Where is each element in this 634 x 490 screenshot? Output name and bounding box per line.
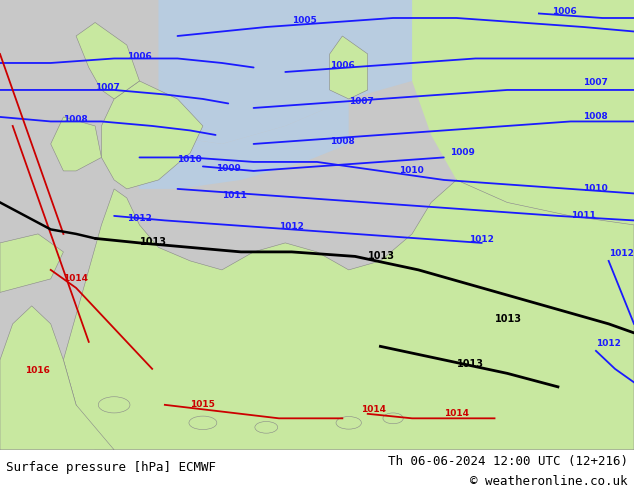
Text: 1010: 1010 [399, 166, 424, 175]
Text: 1011: 1011 [222, 191, 247, 200]
Text: 1008: 1008 [330, 137, 354, 146]
Text: 1014: 1014 [361, 405, 386, 414]
Text: 1006: 1006 [552, 7, 576, 16]
Text: 1008: 1008 [63, 115, 88, 123]
Text: 1013: 1013 [495, 314, 522, 323]
Text: 1010: 1010 [583, 184, 608, 193]
Polygon shape [380, 0, 634, 225]
Text: © weatheronline.co.uk: © weatheronline.co.uk [470, 475, 628, 488]
Text: 1006: 1006 [330, 61, 354, 70]
Text: 1012: 1012 [609, 249, 633, 258]
Polygon shape [0, 306, 114, 450]
Ellipse shape [383, 413, 403, 424]
Text: 1012: 1012 [596, 340, 621, 348]
Text: 1007: 1007 [583, 78, 608, 88]
Text: 1009: 1009 [216, 164, 240, 173]
Text: 1013: 1013 [139, 237, 167, 247]
Text: 1012: 1012 [469, 235, 494, 244]
Text: 1007: 1007 [349, 97, 373, 106]
Polygon shape [76, 23, 139, 99]
Text: 1012: 1012 [127, 214, 152, 222]
Text: 1011: 1011 [571, 211, 595, 220]
Polygon shape [330, 36, 368, 99]
Text: 1008: 1008 [583, 112, 608, 121]
Text: 1006: 1006 [127, 52, 152, 61]
Polygon shape [101, 81, 203, 189]
Text: 1012: 1012 [279, 222, 304, 231]
Polygon shape [51, 117, 101, 171]
Text: 1015: 1015 [190, 400, 215, 409]
Text: 1013: 1013 [368, 251, 395, 261]
Text: 1007: 1007 [95, 83, 120, 92]
Ellipse shape [98, 397, 130, 413]
Ellipse shape [189, 416, 217, 430]
Polygon shape [158, 0, 444, 144]
Ellipse shape [255, 421, 278, 433]
Text: 1009: 1009 [450, 148, 475, 157]
Ellipse shape [336, 416, 361, 429]
Text: 1005: 1005 [292, 16, 316, 24]
Polygon shape [0, 234, 63, 293]
Polygon shape [63, 180, 634, 450]
Text: Surface pressure [hPa] ECMWF: Surface pressure [hPa] ECMWF [6, 462, 216, 474]
Text: 1010: 1010 [178, 155, 202, 164]
Polygon shape [127, 99, 349, 189]
Text: Th 06-06-2024 12:00 UTC (12+216): Th 06-06-2024 12:00 UTC (12+216) [387, 455, 628, 468]
Text: 1014: 1014 [63, 274, 88, 283]
Text: 1013: 1013 [456, 359, 484, 368]
Text: 1016: 1016 [25, 367, 50, 375]
Text: 1014: 1014 [444, 409, 469, 418]
